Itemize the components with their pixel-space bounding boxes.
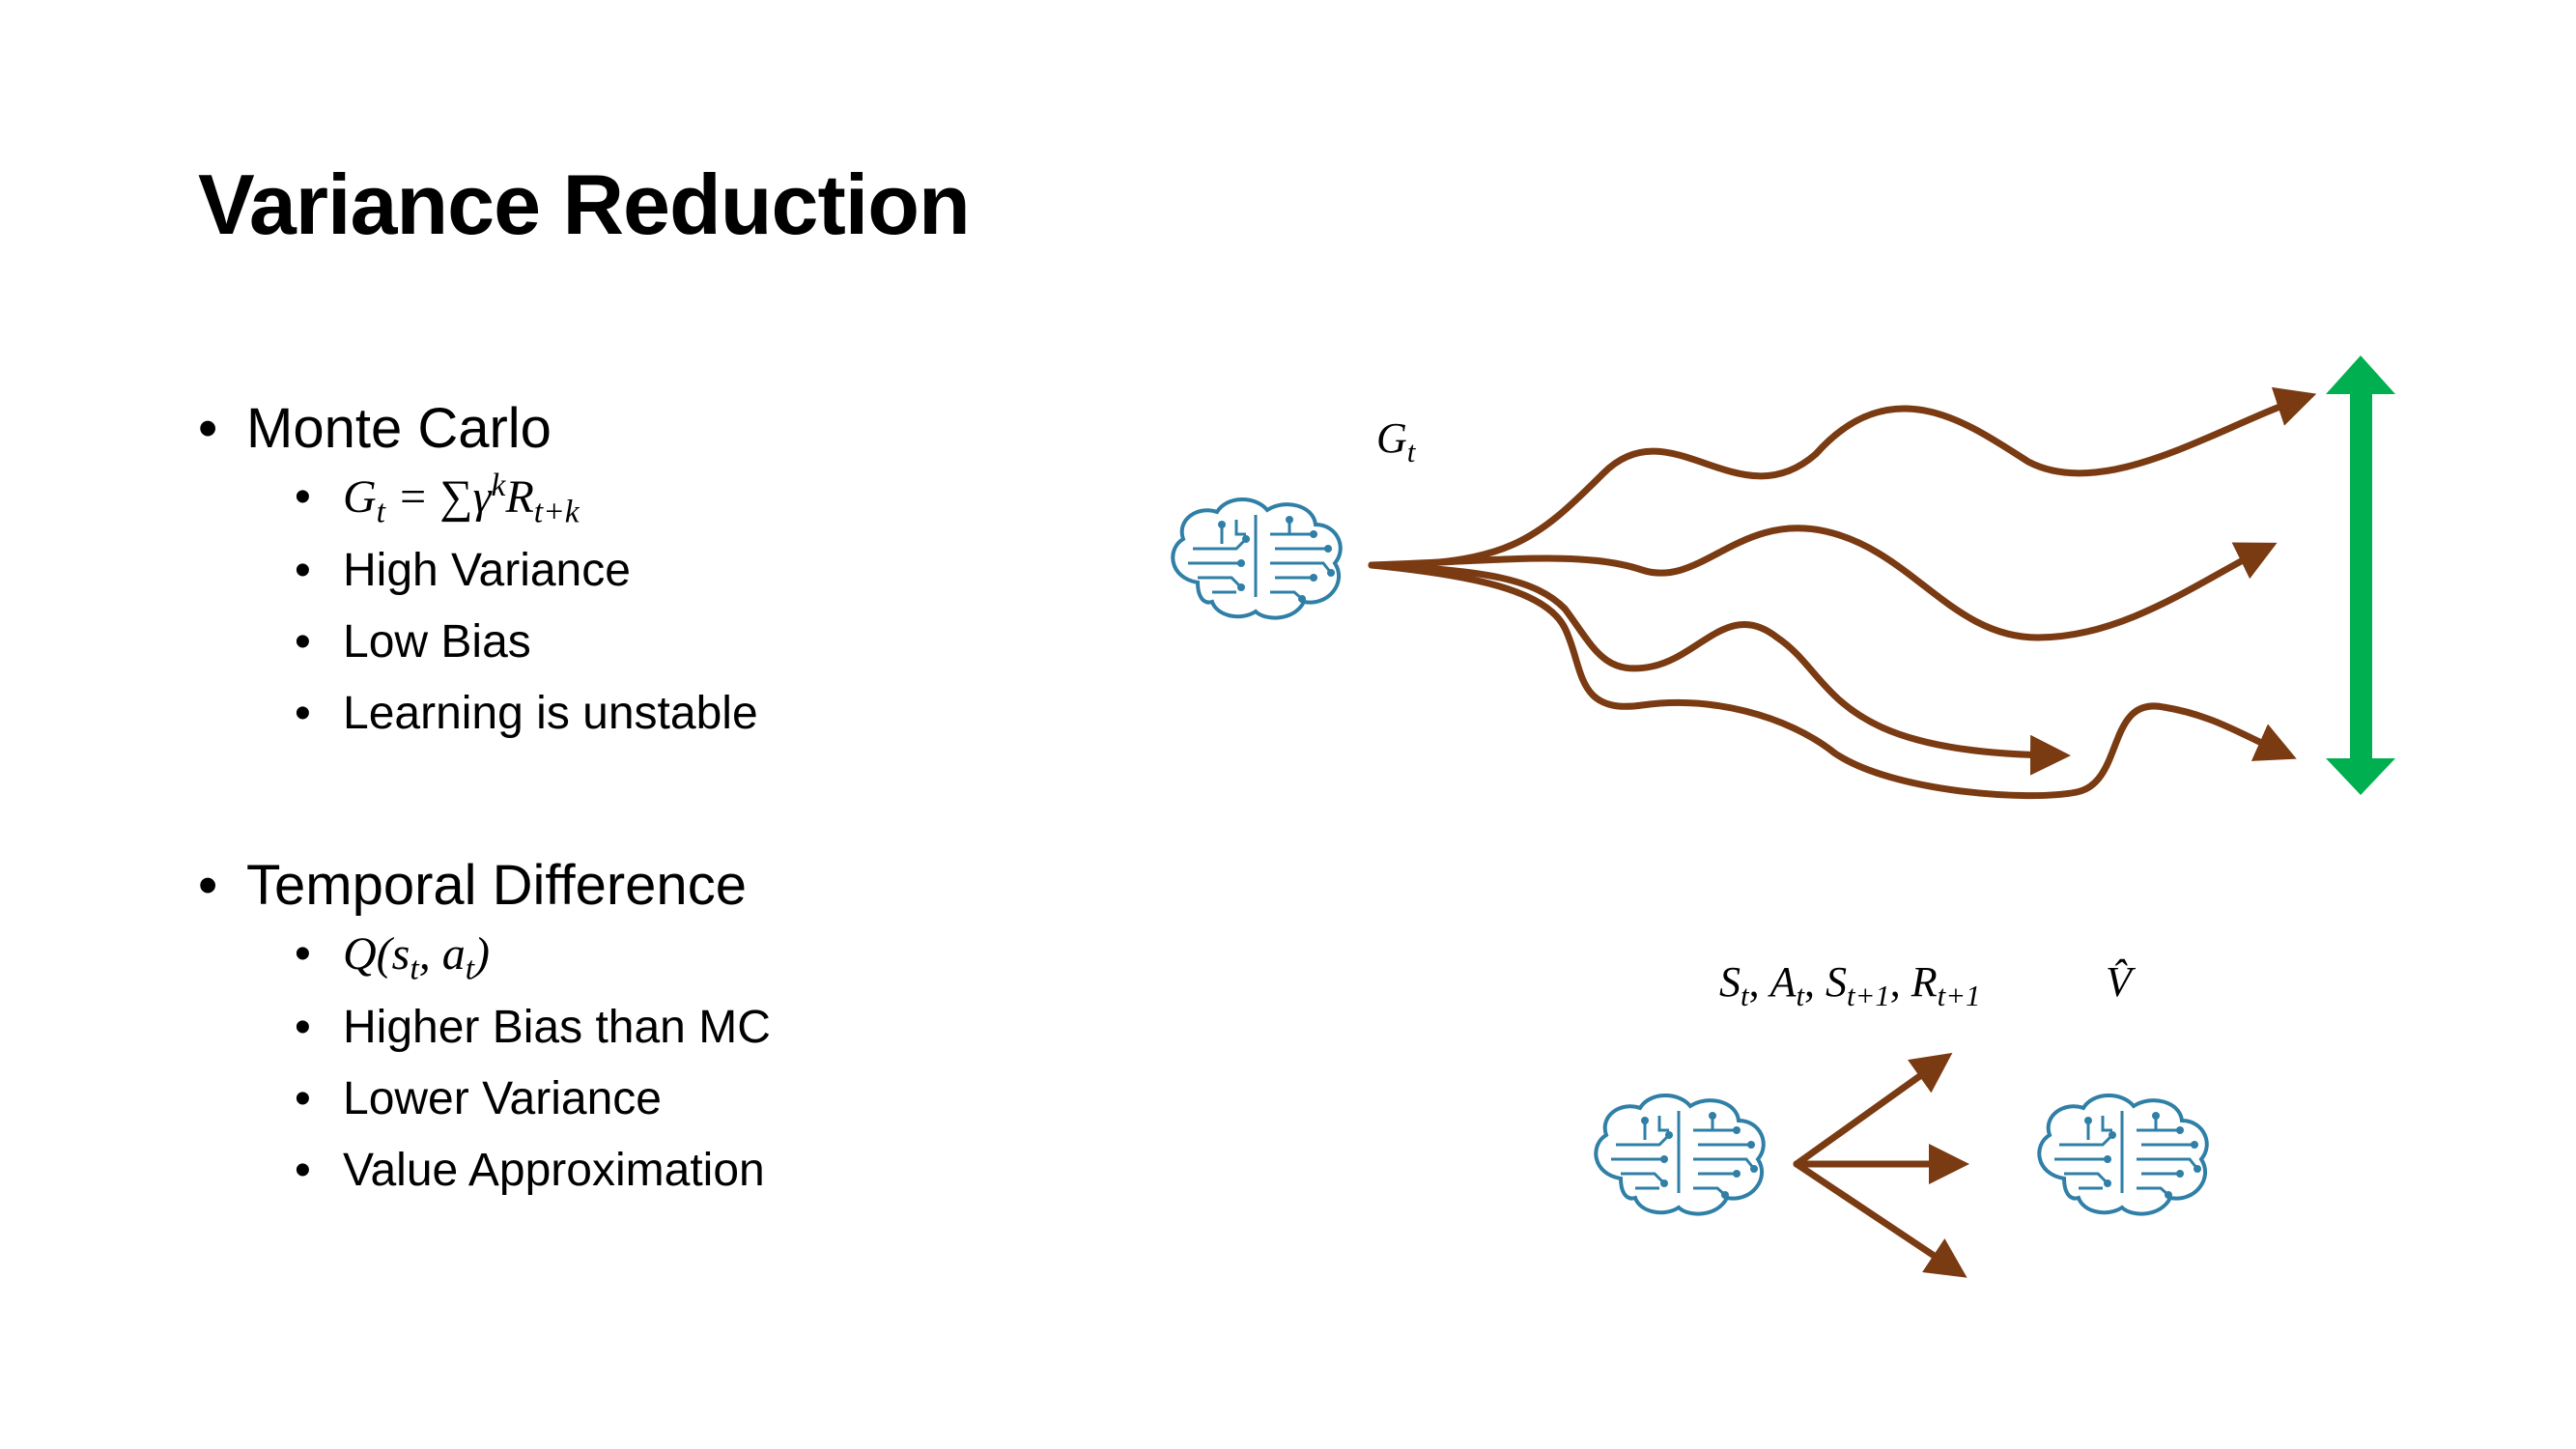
formula-a: at (441, 928, 474, 985)
mc-trajectory-arrow (1368, 386, 2317, 569)
td-label-a: A (1769, 958, 1797, 1006)
td-label-s-next: S (1826, 958, 1848, 1006)
bullet: • (295, 616, 311, 668)
formula-a-sym: a (441, 928, 466, 980)
bullet: • (198, 397, 218, 460)
formula-s: st (391, 928, 419, 985)
monte-carlo-heading: • Monte Carlo (198, 401, 758, 472)
td-label-comma: , (1804, 958, 1826, 1006)
list-item: • High Variance (295, 548, 758, 619)
formula-q: Q (343, 928, 377, 980)
value-estimate-label: V̂ (2106, 958, 2132, 1006)
list-item-text: Learning is unstable (343, 688, 758, 739)
td-label-s-next-sub: t+1 (1847, 979, 1890, 1012)
mc-trajectory-arrow (1368, 561, 2071, 776)
mc-return-formula: • Gt = ∑γkRt+k (295, 468, 758, 550)
bullet: • (198, 854, 218, 917)
bullet: • (295, 928, 311, 980)
formula-open-paren: ( (376, 928, 392, 980)
agent-brain-icon (1171, 497, 1343, 620)
bullet: • (295, 688, 311, 739)
mc-label-g-sub: t (1406, 435, 1416, 469)
list-item-text: Value Approximation (343, 1145, 765, 1196)
td-label-a-sub: t (1796, 979, 1805, 1012)
mc-label-g: G (1376, 414, 1407, 462)
formula-r-sym: R (505, 471, 534, 523)
temporal-difference-section: • Temporal Difference • Q(st, at) • High… (198, 858, 771, 1219)
formula-s-sym: s (391, 928, 410, 980)
formula-r-sub: t+k (533, 494, 580, 530)
bullet: • (295, 471, 311, 523)
td-label-comma: , (1889, 958, 1911, 1006)
formula-gamma-sup: k (491, 468, 506, 503)
td-label-r: R (1911, 958, 1938, 1006)
mc-return-label: Gt (1376, 414, 1415, 468)
formula-r: Rt+k (505, 471, 579, 528)
td-transition-label: St, At, St+1, Rt+1 (1719, 958, 1980, 1011)
formula-gt: Gt (343, 471, 385, 528)
formula-s-sub: t (410, 951, 419, 987)
formula-gamma: γk (472, 468, 506, 523)
list-item-text: Lower Variance (343, 1073, 662, 1124)
formula-a-sub: t (465, 951, 475, 987)
list-item-text: Low Bias (343, 616, 531, 668)
bullet: • (295, 1145, 311, 1196)
td-label-s: S (1719, 958, 1741, 1006)
list-item: • Higher Bias than MC (295, 1005, 771, 1076)
bullet: • (295, 1073, 311, 1124)
formula-close-paren: ) (474, 928, 491, 980)
formula-g: G (343, 471, 377, 523)
list-item-text: High Variance (343, 545, 631, 596)
temporal-difference-heading: • Temporal Difference (198, 858, 771, 929)
formula-g-sub: t (376, 494, 386, 530)
td-step-arrow (1793, 1052, 1953, 1168)
list-item: • Lower Variance (295, 1076, 771, 1148)
formula-eq: = ∑ (385, 471, 473, 523)
temporal-difference-heading-text: Temporal Difference (246, 854, 747, 917)
bullet: • (295, 1002, 311, 1053)
value-brain-icon (2037, 1093, 2209, 1216)
list-item-text: Higher Bias than MC (343, 1002, 771, 1053)
variance-double-arrow (2326, 355, 2395, 795)
mc-trajectory-arrow (1368, 561, 2297, 800)
td-step-arrow (1793, 1160, 1967, 1278)
mc-trajectory-arrow (1368, 525, 2278, 641)
td-q-formula: • Q(st, at) (295, 931, 771, 1007)
list-item: • Value Approximation (295, 1148, 771, 1219)
list-item: • Low Bias (295, 619, 758, 691)
bullet: • (295, 545, 311, 596)
monte-carlo-section: • Monte Carlo • Gt = ∑γkRt+k • High Vari… (198, 401, 758, 762)
td-label-s-sub: t (1741, 979, 1749, 1012)
td-label-r-sub: t+1 (1937, 979, 1981, 1012)
agent-brain-icon (1594, 1093, 1766, 1216)
list-item: • Learning is unstable (295, 691, 758, 762)
td-label-comma: , (1748, 958, 1770, 1006)
monte-carlo-heading-text: Monte Carlo (246, 397, 552, 460)
slide-title: Variance Reduction (198, 156, 971, 252)
formula-comma: , (418, 928, 442, 980)
formula-gamma-sym: γ (472, 471, 492, 523)
